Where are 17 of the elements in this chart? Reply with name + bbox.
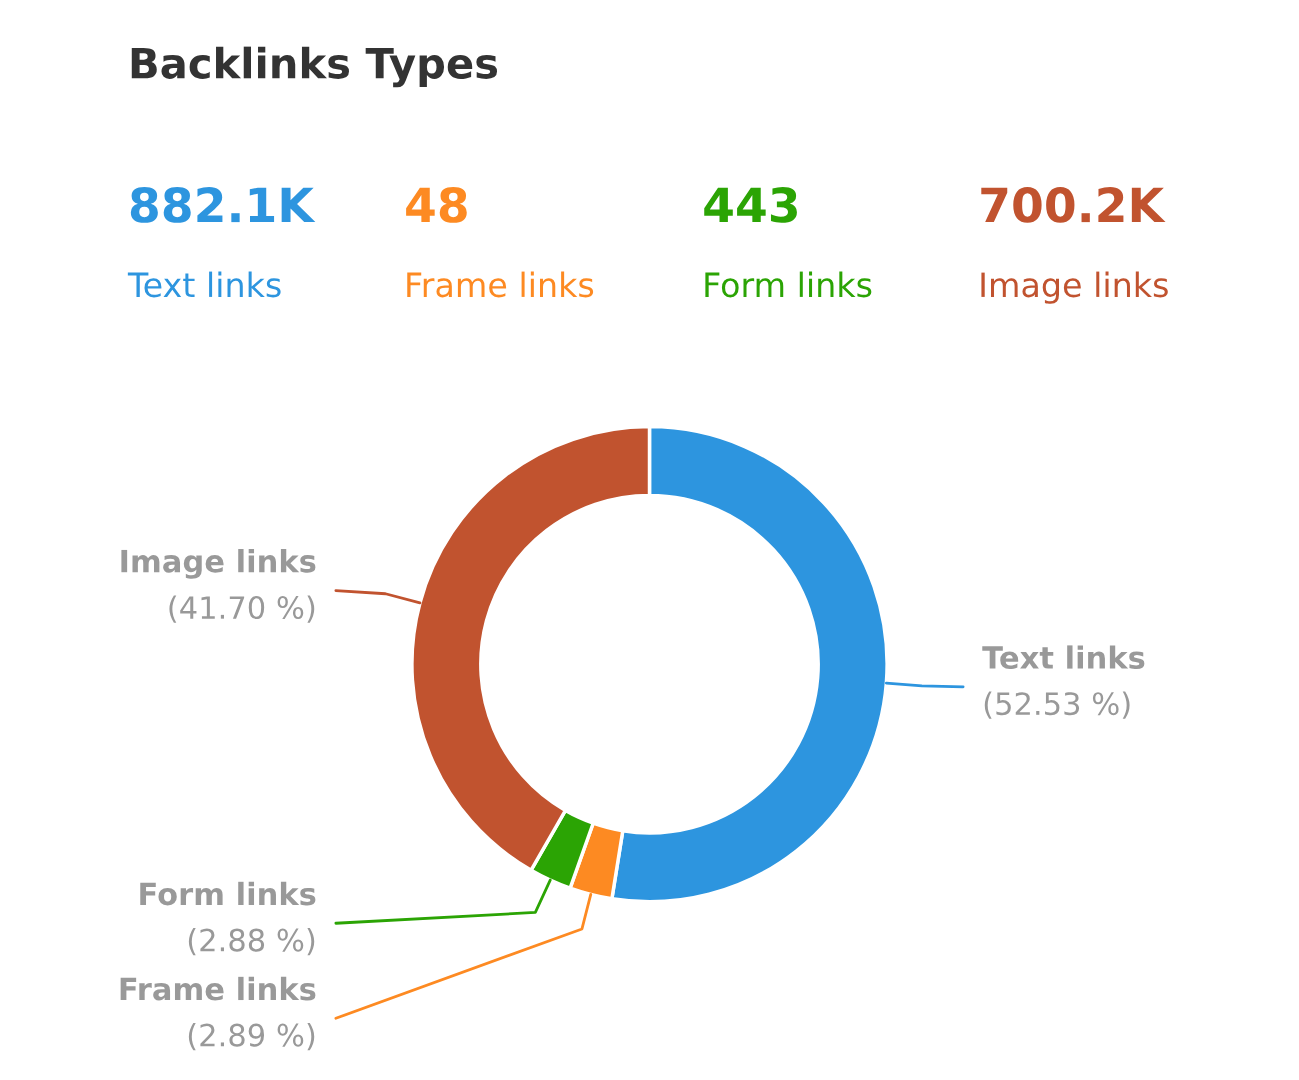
text: 48 — [406, 187, 467, 223]
text: 700.2K — [981, 187, 1166, 223]
data-label: (2.88 %) — [188, 928, 315, 956]
text: Text links — [127, 271, 281, 298]
slice-label: Form links — [140, 881, 316, 906]
data-label: (41.70 %) — [169, 595, 315, 623]
slice-label: Text links — [982, 645, 1145, 670]
slice-label: Image links — [121, 549, 316, 579]
text: 882.1K — [130, 187, 316, 223]
data-label: (2.89 %) — [188, 1023, 315, 1051]
text: Backlinks Types — [131, 46, 498, 88]
text: Image links — [981, 271, 1168, 304]
slice-label: Frame links — [120, 976, 316, 1001]
data-label: (52.53 %) — [984, 691, 1130, 719]
text: Form links — [705, 271, 872, 298]
text: Frame links — [407, 271, 594, 298]
text: 443 — [704, 187, 797, 223]
